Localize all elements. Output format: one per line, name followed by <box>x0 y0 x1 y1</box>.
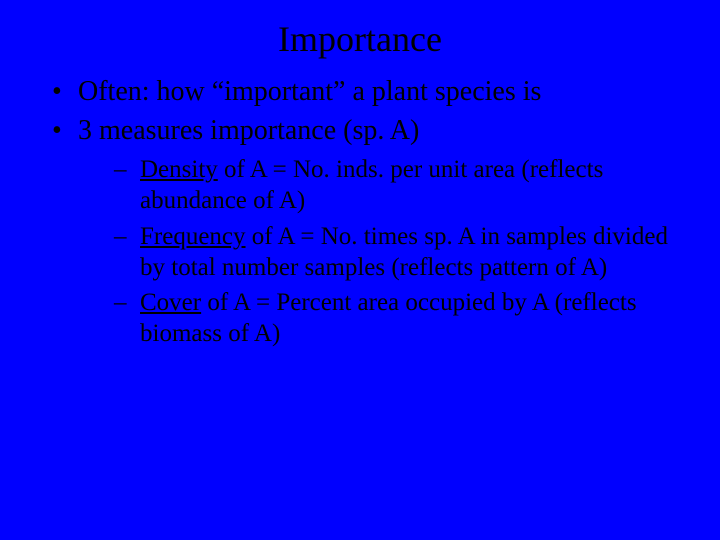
bullet-text: 3 measures importance (sp. A) <box>78 115 419 146</box>
bullet-item: Often: how “important” a plant species i… <box>48 74 684 109</box>
sub-bullet-term: Frequency <box>140 223 246 250</box>
sub-bullet-term: Density <box>140 156 218 183</box>
slide-title: Importance <box>36 18 684 60</box>
sub-bullet-term: Cover <box>140 289 201 316</box>
sub-bullet-rest: of A = Percent area occupied by A (refle… <box>140 289 637 347</box>
sub-bullet-list: Density of A = No. inds. per unit area (… <box>78 154 684 350</box>
bullet-list: Often: how “important” a plant species i… <box>36 74 684 350</box>
sub-bullet-item: Density of A = No. inds. per unit area (… <box>114 154 684 217</box>
sub-bullet-item: Frequency of A = No. times sp. A in samp… <box>114 221 684 284</box>
bullet-item: 3 measures importance (sp. A) Density of… <box>48 113 684 350</box>
bullet-text: Often: how “important” a plant species i… <box>78 76 541 107</box>
sub-bullet-item: Cover of A = Percent area occupied by A … <box>114 287 684 350</box>
